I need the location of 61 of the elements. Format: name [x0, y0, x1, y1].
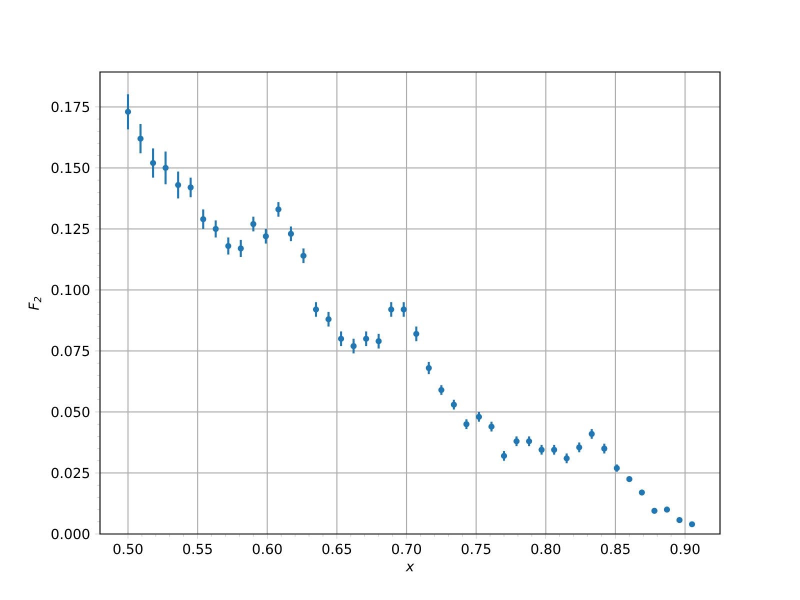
y-tick-label: 0.125 [52, 224, 90, 234]
x-tick-label: 0.70 [392, 544, 422, 554]
y-tick-label: 0.000 [52, 528, 90, 540]
point [588, 430, 595, 437]
point [601, 446, 608, 452]
point [614, 465, 620, 472]
point [576, 444, 582, 450]
x-tick-label: 0.85 [600, 544, 630, 554]
point [238, 245, 244, 252]
point [476, 414, 482, 420]
x-tick-label: 0.90 [670, 544, 700, 554]
point [626, 476, 632, 482]
point [262, 233, 269, 240]
point [463, 421, 470, 428]
point [124, 108, 132, 115]
point [137, 136, 144, 142]
y-tick-label: 0.150 [52, 162, 90, 174]
point [150, 160, 156, 166]
y-tick-label: 0.075 [52, 346, 90, 356]
point [450, 402, 457, 408]
point [551, 446, 558, 453]
x-tick-label: 0.60 [252, 544, 282, 554]
x-tick-label: 0.50 [114, 544, 142, 554]
point [212, 226, 219, 232]
point [438, 386, 444, 394]
point [363, 336, 370, 342]
y-axis-title: F$_{2}$ [28, 296, 42, 310]
point [275, 206, 282, 212]
point [312, 306, 320, 313]
point [250, 221, 256, 228]
x-tick-label: 0.55 [183, 544, 212, 554]
point [376, 338, 382, 344]
x-tick-label: 0.80 [531, 544, 560, 554]
x-tick-label: 0.75 [462, 544, 490, 554]
point [300, 252, 307, 259]
point [200, 216, 206, 222]
y-tick-label: 0.050 [52, 406, 90, 418]
point [162, 164, 169, 171]
point [288, 230, 294, 237]
point [526, 438, 532, 444]
point [388, 306, 394, 313]
point [188, 184, 194, 190]
point [488, 424, 495, 430]
point [350, 343, 357, 350]
x-axis-title: x [406, 564, 414, 572]
point [638, 489, 645, 496]
y-tick-label: 0.100 [52, 284, 90, 296]
x-tick-label: 0.65 [322, 544, 352, 554]
point [500, 452, 508, 459]
point [175, 182, 182, 188]
point [413, 330, 420, 337]
point [538, 446, 545, 453]
point [400, 306, 407, 313]
point [426, 364, 432, 372]
point [338, 336, 344, 342]
point [564, 455, 570, 462]
point [325, 316, 332, 322]
y-tick-label: 0.025 [52, 468, 90, 478]
y-tick-label: 0.175 [52, 102, 90, 112]
point [513, 438, 520, 444]
point [225, 242, 232, 250]
